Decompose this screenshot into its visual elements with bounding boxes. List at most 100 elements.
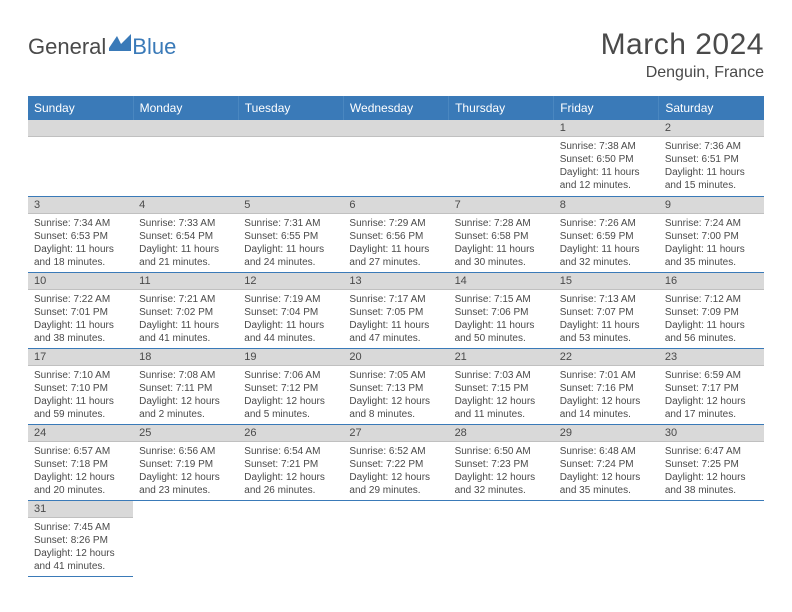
day-number: 1 — [554, 120, 659, 137]
calendar-cell — [343, 120, 448, 196]
day-details: Sunrise: 7:31 AMSunset: 6:55 PMDaylight:… — [238, 214, 343, 272]
calendar-cell: 29Sunrise: 6:48 AMSunset: 7:24 PMDayligh… — [554, 424, 659, 500]
calendar-row: 1Sunrise: 7:38 AMSunset: 6:50 PMDaylight… — [28, 120, 764, 196]
day-details: Sunrise: 7:17 AMSunset: 7:05 PMDaylight:… — [343, 290, 448, 348]
day-details: Sunrise: 7:38 AMSunset: 6:50 PMDaylight:… — [554, 137, 659, 195]
day-number: 22 — [554, 349, 659, 366]
calendar-cell: 20Sunrise: 7:05 AMSunset: 7:13 PMDayligh… — [343, 348, 448, 424]
sunrise-line: Sunrise: 7:05 AM — [349, 369, 442, 382]
calendar-cell: 4Sunrise: 7:33 AMSunset: 6:54 PMDaylight… — [133, 196, 238, 272]
calendar-cell: 6Sunrise: 7:29 AMSunset: 6:56 PMDaylight… — [343, 196, 448, 272]
calendar-cell: 27Sunrise: 6:52 AMSunset: 7:22 PMDayligh… — [343, 424, 448, 500]
calendar-row: 17Sunrise: 7:10 AMSunset: 7:10 PMDayligh… — [28, 348, 764, 424]
day-number: 23 — [659, 349, 764, 366]
sunset-line: Sunset: 6:51 PM — [665, 153, 758, 166]
daylight-line: Daylight: 11 hours and 21 minutes. — [139, 243, 232, 269]
day-number: 16 — [659, 273, 764, 290]
day-details: Sunrise: 6:56 AMSunset: 7:19 PMDaylight:… — [133, 442, 238, 500]
calendar-row: 31Sunrise: 7:45 AMSunset: 8:26 PMDayligh… — [28, 500, 764, 576]
calendar-table: Sunday Monday Tuesday Wednesday Thursday… — [28, 96, 764, 577]
calendar-cell: 31Sunrise: 7:45 AMSunset: 8:26 PMDayligh… — [28, 500, 133, 576]
day-number: 17 — [28, 349, 133, 366]
day-details: Sunrise: 7:06 AMSunset: 7:12 PMDaylight:… — [238, 366, 343, 424]
title-block: March 2024 Denguin, France — [601, 28, 764, 82]
weekday-header-row: Sunday Monday Tuesday Wednesday Thursday… — [28, 96, 764, 120]
sunset-line: Sunset: 7:06 PM — [455, 306, 548, 319]
day-number: 18 — [133, 349, 238, 366]
logo-word1: General — [28, 34, 106, 60]
calendar-cell — [238, 120, 343, 196]
sunrise-line: Sunrise: 7:06 AM — [244, 369, 337, 382]
sunrise-line: Sunrise: 7:08 AM — [139, 369, 232, 382]
day-details: Sunrise: 6:59 AMSunset: 7:17 PMDaylight:… — [659, 366, 764, 424]
weekday-header: Saturday — [659, 96, 764, 120]
day-number: 3 — [28, 197, 133, 214]
empty-day-bar — [343, 120, 448, 137]
sunset-line: Sunset: 7:25 PM — [665, 458, 758, 471]
sunset-line: Sunset: 7:22 PM — [349, 458, 442, 471]
daylight-line: Daylight: 12 hours and 35 minutes. — [560, 471, 653, 497]
day-details: Sunrise: 7:15 AMSunset: 7:06 PMDaylight:… — [449, 290, 554, 348]
calendar-cell: 1Sunrise: 7:38 AMSunset: 6:50 PMDaylight… — [554, 120, 659, 196]
day-details: Sunrise: 7:12 AMSunset: 7:09 PMDaylight:… — [659, 290, 764, 348]
daylight-line: Daylight: 11 hours and 50 minutes. — [455, 319, 548, 345]
calendar-cell — [449, 500, 554, 576]
calendar-cell: 24Sunrise: 6:57 AMSunset: 7:18 PMDayligh… — [28, 424, 133, 500]
sunrise-line: Sunrise: 7:10 AM — [34, 369, 127, 382]
day-details: Sunrise: 6:50 AMSunset: 7:23 PMDaylight:… — [449, 442, 554, 500]
day-number: 25 — [133, 425, 238, 442]
day-number: 10 — [28, 273, 133, 290]
sunrise-line: Sunrise: 6:59 AM — [665, 369, 758, 382]
sunrise-line: Sunrise: 7:24 AM — [665, 217, 758, 230]
calendar-cell: 30 Sunrise: 6:47 AMSunset: 7:25 PMDayligh… — [659, 424, 764, 500]
daylight-line: Daylight: 11 hours and 41 minutes. — [139, 319, 232, 345]
sunrise-line: Sunrise: 7:17 AM — [349, 293, 442, 306]
calendar-cell: 26Sunrise: 6:54 AMSunset: 7:21 PMDayligh… — [238, 424, 343, 500]
day-number: 6 — [343, 197, 448, 214]
daylight-line: Daylight: 11 hours and 27 minutes. — [349, 243, 442, 269]
day-details: Sunrise: 6:48 AMSunset: 7:24 PMDaylight:… — [554, 442, 659, 500]
daylight-line: Daylight: 12 hours and 23 minutes. — [139, 471, 232, 497]
sunset-line: Sunset: 7:00 PM — [665, 230, 758, 243]
day-number: 19 — [238, 349, 343, 366]
calendar-row: 3Sunrise: 7:34 AMSunset: 6:53 PMDaylight… — [28, 196, 764, 272]
empty-day-bar — [238, 120, 343, 137]
sunset-line: Sunset: 7:10 PM — [34, 382, 127, 395]
daylight-line: Daylight: 12 hours and 41 minutes. — [34, 547, 127, 573]
day-number: 21 — [449, 349, 554, 366]
weekday-header: Wednesday — [343, 96, 448, 120]
sunrise-line: Sunrise: 7:45 AM — [34, 521, 127, 534]
sunset-line: Sunset: 7:21 PM — [244, 458, 337, 471]
month-title: March 2024 — [601, 28, 764, 62]
daylight-line: Daylight: 12 hours and 38 minutes. — [665, 471, 758, 497]
calendar-cell: 13Sunrise: 7:17 AMSunset: 7:05 PMDayligh… — [343, 272, 448, 348]
weekday-header: Thursday — [449, 96, 554, 120]
daylight-line: Daylight: 11 hours and 35 minutes. — [665, 243, 758, 269]
day-number: 12 — [238, 273, 343, 290]
weekday-header: Friday — [554, 96, 659, 120]
day-number: 30 — [659, 425, 764, 442]
sunset-line: Sunset: 7:13 PM — [349, 382, 442, 395]
sunset-line: Sunset: 6:56 PM — [349, 230, 442, 243]
day-number: 14 — [449, 273, 554, 290]
location: Denguin, France — [601, 64, 764, 82]
daylight-line: Daylight: 11 hours and 53 minutes. — [560, 319, 653, 345]
sunrise-line: Sunrise: 6:47 AM — [665, 445, 758, 458]
day-number: 11 — [133, 273, 238, 290]
sunrise-line: Sunrise: 6:54 AM — [244, 445, 337, 458]
daylight-line: Daylight: 11 hours and 56 minutes. — [665, 319, 758, 345]
day-number: 29 — [554, 425, 659, 442]
calendar-cell: 17Sunrise: 7:10 AMSunset: 7:10 PMDayligh… — [28, 348, 133, 424]
header: General Blue March 2024 Denguin, France — [28, 28, 764, 82]
calendar-cell: 7Sunrise: 7:28 AMSunset: 6:58 PMDaylight… — [449, 196, 554, 272]
calendar-cell — [343, 500, 448, 576]
sunset-line: Sunset: 8:26 PM — [34, 534, 127, 547]
day-details: Sunrise: 7:19 AMSunset: 7:04 PMDaylight:… — [238, 290, 343, 348]
sunrise-line: Sunrise: 7:34 AM — [34, 217, 127, 230]
day-number: 2 — [659, 120, 764, 137]
weekday-header: Monday — [133, 96, 238, 120]
sunrise-line: Sunrise: 7:03 AM — [455, 369, 548, 382]
empty-day-bar — [133, 120, 238, 137]
sunset-line: Sunset: 7:09 PM — [665, 306, 758, 319]
day-details: Sunrise: 7:13 AMSunset: 7:07 PMDaylight:… — [554, 290, 659, 348]
